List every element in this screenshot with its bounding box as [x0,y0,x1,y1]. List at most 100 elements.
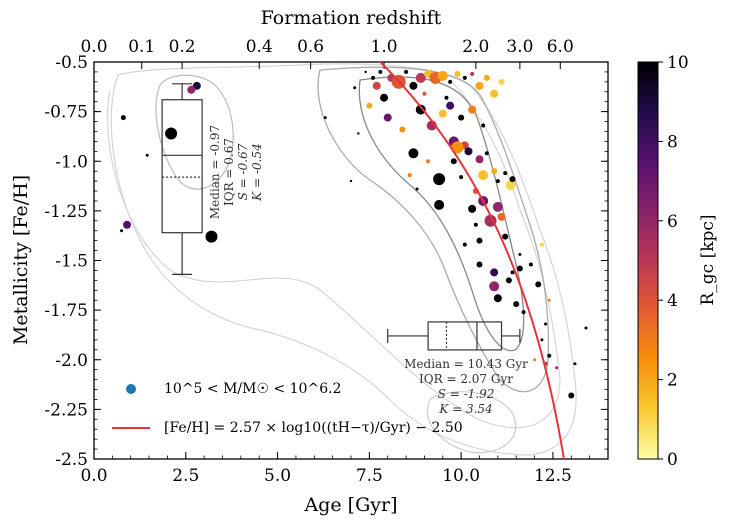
data-point [378,69,383,74]
data-point [573,362,577,366]
data-point [372,81,381,90]
fit-curve [378,62,565,459]
data-point [489,281,500,292]
legend-label-mass: 10^5 < M/M☉ < 10^6.2 [164,381,341,397]
data-point [380,93,389,102]
colorbar-tick-label: 4 [667,291,678,311]
data-point [568,392,575,399]
data-point [547,353,552,358]
density-contour-outer [110,63,577,456]
x-tick-label: 5.0 [264,466,291,486]
x-axis-top: 0.0 0.1 0.2 0.4 0.6 1.0 2.0 3.0 6.0 [80,37,574,69]
colorbar [637,61,659,460]
data-point [364,70,367,74]
metallicity-stat-iqr: IQR = 0.67 [222,138,236,206]
x-tick-label: 0.0 [80,466,107,486]
data-point [120,115,126,121]
metallicity-stats: Median = -0.97 IQR = 0.67 S = -0.67 K = … [208,125,264,219]
data-point [145,153,149,157]
data-point [490,268,499,277]
top-tick-label: 6.0 [547,37,574,57]
y-tick-label: -1.0 [55,152,88,172]
data-point [434,199,445,210]
data-point [205,230,218,243]
density-contour-inner [358,76,525,352]
density-contour-outer-2 [107,79,561,429]
data-point [459,175,464,180]
data-point [415,104,426,115]
data-point [490,89,499,98]
data-point [470,71,475,76]
data-point [437,70,448,81]
data-point [505,180,516,191]
data-point [446,101,455,110]
metallicity-stat-median: Median = -0.97 [208,125,222,219]
metallicity-stat-kurtosis: K = -0.54 [250,143,264,201]
data-point [502,233,509,240]
data-point [399,126,406,133]
data-point [438,109,447,118]
data-point [422,91,427,96]
data-point [433,173,446,186]
top-tick-label: 1.0 [371,37,398,57]
data-point [475,81,484,90]
data-point [462,75,467,80]
scatter-points [120,69,588,399]
x-tick-label: 7.5 [356,466,383,486]
top-tick-label: 0.2 [169,37,196,57]
y-tick-label: -2.5 [55,450,88,470]
data-point [478,170,489,181]
data-point [475,155,484,164]
data-point [498,78,505,85]
data-point [493,294,502,303]
data-point [464,147,473,156]
data-point [533,358,537,362]
data-point [444,95,449,100]
data-point [473,222,478,227]
data-point [409,81,418,90]
data-point [476,237,483,244]
y-tick-label: -0.5 [55,53,88,73]
density-contour-lower [426,391,517,454]
y-tick-label: -1.25 [44,202,88,222]
colorbar-ticks: 0 2 4 6 8 10 [658,53,689,470]
data-point [120,229,124,233]
age-stat-kurtosis: K = 3.54 [438,402,492,416]
data-point [383,113,392,122]
age-boxplot [387,321,521,351]
data-point [535,281,542,288]
data-point [513,301,520,308]
top-tick-label: 0.1 [128,37,155,57]
x-tick-label: 10.0 [442,466,480,486]
colorbar-tick-label: 6 [667,212,678,232]
data-point [357,132,360,135]
data-point [366,102,373,109]
data-point [528,262,533,267]
data-point [547,298,551,302]
data-point [540,338,544,342]
x-tick-label: 12.5 [534,466,572,486]
data-point [491,168,498,175]
y-axis-right [601,61,608,460]
x-axis-bottom: 0.0 2.5 5.0 7.5 10.0 12.5 [80,452,609,486]
y-axis-title: Metallicity [Fe/H] [10,175,32,345]
colorbar-tick-label: 8 [667,132,678,152]
age-stats: Median = 10.43 Gyr IQR = 2.07 Gyr S = -1… [404,357,528,416]
data-point [458,114,465,121]
top-tick-label: 0.4 [246,37,273,57]
data-point [415,72,426,83]
y-tick-label: -2.0 [55,351,88,371]
data-point [123,220,132,229]
data-point [503,171,508,176]
y-tick-label: -1.5 [55,252,88,272]
data-point [165,127,178,140]
top-tick-label: 2.0 [462,37,489,57]
data-point [555,366,559,370]
y-tick-label: -0.75 [44,103,88,123]
colorbar-title: R_gc [kpc] [698,214,718,305]
y-tick-label: -1.75 [44,301,88,321]
top-tick-label: 0.6 [297,37,324,57]
data-point [476,261,483,268]
data-point [323,116,327,120]
